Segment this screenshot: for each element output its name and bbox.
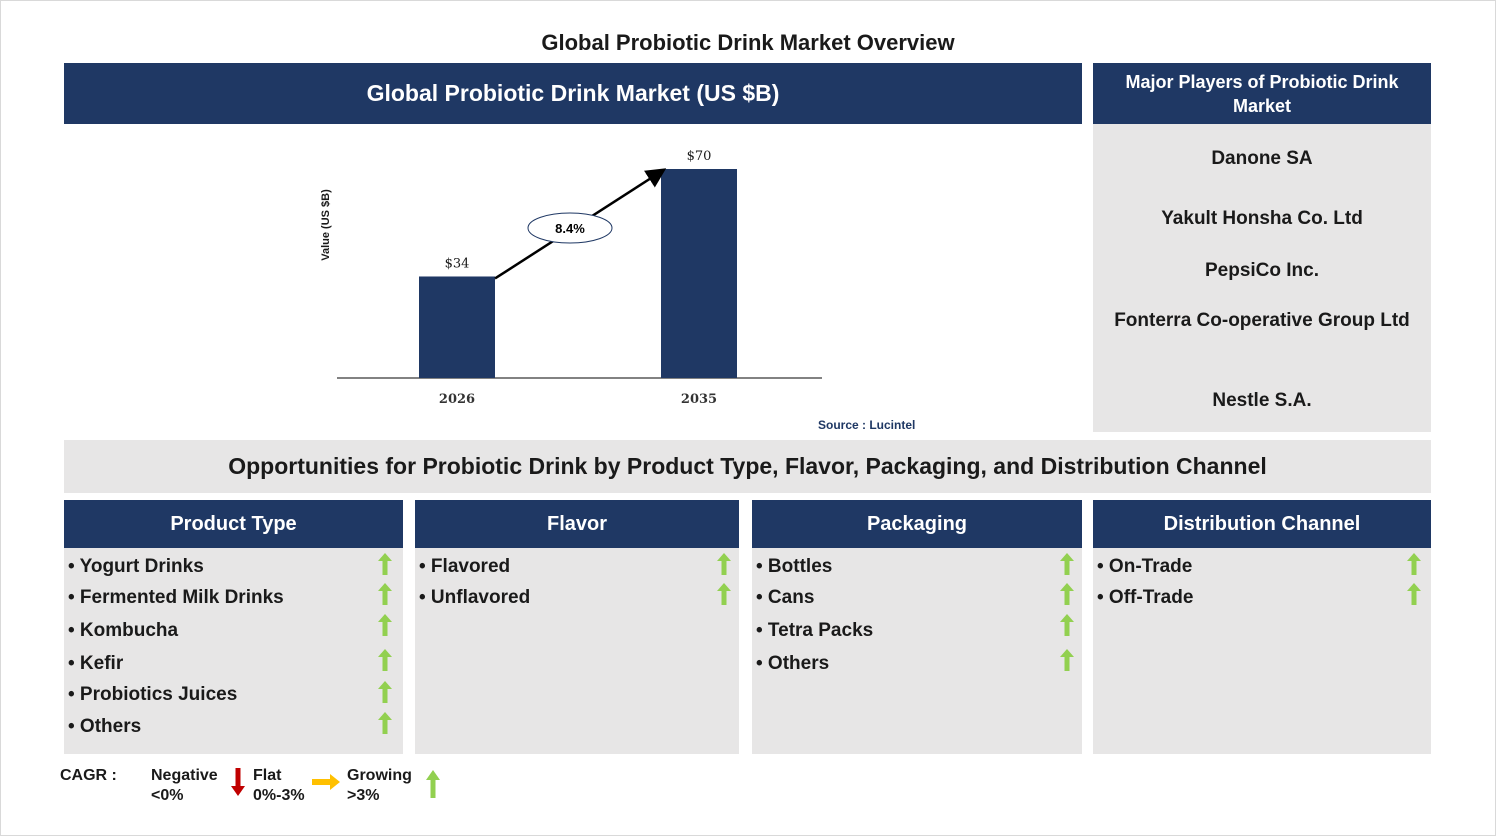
segment-item: • Cans: [756, 587, 815, 608]
chart-header: Global Probiotic Drink Market (US $B): [64, 63, 1082, 124]
segment-header-distribution-channel: Distribution Channel: [1093, 500, 1431, 548]
segment-list-distribution-channel: • On-Trade • Off-Trade: [1093, 548, 1431, 754]
bar-2035: [661, 169, 737, 378]
legend-flat-label: Flat 0%-3%: [253, 767, 305, 804]
player-item: Nestle S.A.: [1212, 390, 1312, 411]
opportunities-title: Opportunities for Probiotic Drink by Pro…: [64, 440, 1431, 493]
segment-header-product-type: Product Type: [64, 500, 403, 548]
page-title: Global Probiotic Drink Market Overview: [541, 30, 955, 55]
segment-item: • Probiotics Juices: [68, 684, 238, 705]
bar-2026: [419, 276, 495, 378]
players-header: Major Players of Probiotic Drink Market: [1093, 63, 1431, 124]
growth-arrow-icon: [1060, 583, 1074, 605]
growth-arrow-icon: [378, 614, 392, 636]
bar-value-label: $70: [687, 149, 712, 164]
segment-item: • Yogurt Drinks: [68, 556, 204, 577]
segment-header-flavor: Flavor: [415, 500, 739, 548]
player-item: Yakult Honsha Co. Ltd: [1161, 208, 1363, 229]
growth-arrow-icon: [717, 553, 731, 575]
segment-list-product-type: • Yogurt Drinks • Fermented Milk Drinks …: [64, 548, 403, 754]
segment-item: • Fermented Milk Drinks: [68, 587, 284, 608]
growth-arrow-icon: [1060, 553, 1074, 575]
negative-arrow-icon: [231, 768, 245, 796]
flat-arrow-icon: [312, 774, 340, 790]
growth-arrow-icon: [1407, 583, 1421, 605]
growth-arrow-icon: [1060, 649, 1074, 671]
segment-item: • Unflavored: [419, 587, 531, 608]
player-item: Fonterra Co-operative Group Ltd: [1114, 310, 1410, 331]
growth-arrow-icon: [378, 712, 392, 734]
growth-arrow-icon: [378, 553, 392, 575]
x-tick-label: 2035: [681, 392, 717, 407]
growth-arrow-icon: [1060, 614, 1074, 636]
growth-arrow-icon: [378, 681, 392, 703]
players-list: Danone SA Yakult Honsha Co. Ltd PepsiCo …: [1093, 124, 1431, 432]
legend-cagr-label: CAGR :: [60, 767, 117, 784]
x-tick-label: 2026: [439, 392, 475, 407]
segment-item: • Bottles: [756, 556, 833, 577]
segment-item: • Flavored: [419, 556, 511, 577]
cagr-badge: [527, 212, 613, 244]
segment-list-packaging: • Bottles • Cans • Tetra Packs • Others: [752, 548, 1082, 754]
segment-item: • Kombucha: [68, 620, 179, 641]
growth-arrow-icon: [378, 583, 392, 605]
segment-item: • Others: [68, 716, 142, 737]
legend-negative-label: Negative <0%: [151, 767, 218, 804]
player-item: Danone SA: [1211, 148, 1313, 169]
segment-list-flavor: • Flavored • Unflavored: [415, 548, 739, 754]
segment-header-packaging: Packaging: [752, 500, 1082, 548]
y-axis-label: Value (US $B): [320, 189, 332, 261]
source-note: Source : Lucintel: [818, 418, 916, 432]
player-item: PepsiCo Inc.: [1204, 260, 1320, 281]
segment-item: • Tetra Packs: [756, 620, 874, 641]
segment-item: • Others: [756, 653, 830, 674]
legend-growing-label: Growing >3%: [347, 767, 412, 804]
growth-arrow-icon: [1407, 553, 1421, 575]
bar-value-label: $34: [445, 256, 470, 271]
segment-item: • Kefir: [68, 653, 124, 674]
segment-item: • Off-Trade: [1097, 587, 1194, 608]
segment-item: • On-Trade: [1097, 556, 1193, 577]
bar-chart: Value (US $B) $34 2026 $70 2035 8.4%: [320, 149, 822, 407]
growth-arrow-icon: [378, 649, 392, 671]
cagr-label: 8.4%: [555, 221, 585, 236]
growth-arrow-icon: [717, 583, 731, 605]
growing-arrow-icon: [426, 770, 440, 798]
